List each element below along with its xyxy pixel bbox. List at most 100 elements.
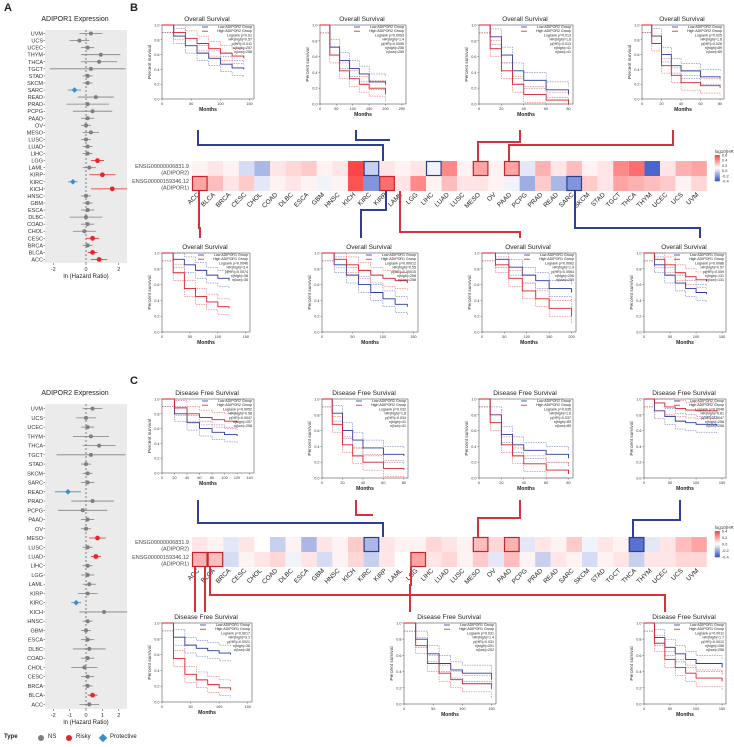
km-legend-text: High ADIPOR1 Group	[459, 627, 494, 631]
km-legend-text: n(high)=131	[705, 274, 724, 278]
heatmap-legend-swatch	[714, 547, 720, 550]
heatmap-cell	[332, 176, 348, 191]
km-tick-label-y: 1.0	[636, 252, 641, 256]
heatmap-cell	[519, 161, 536, 176]
km-ci-lower-high	[320, 32, 386, 103]
heatmap-legend-swatch	[714, 553, 720, 555]
km-tick-label-y: 0.4	[154, 68, 159, 72]
heatmap-cell	[660, 537, 676, 552]
heatmap-col-label: COAD	[261, 567, 279, 585]
heatmap-cell	[550, 176, 567, 191]
km-curve-low	[644, 252, 707, 295]
km-tick-label-x: 50	[188, 335, 192, 339]
heatmap-highlight	[628, 536, 645, 553]
km-tick-label-y: 0.0	[314, 331, 319, 335]
heatmap-cell	[457, 552, 473, 567]
heatmap-cell	[472, 552, 489, 567]
km-plot-b1: Overall Survival 0.0 0.2 0.4 0.6 0.8 1.0 Percen…	[147, 16, 255, 113]
km-tick-label-y: 0.8	[312, 39, 317, 43]
heatmap-cell	[285, 552, 302, 567]
heatmap-cell	[332, 161, 348, 176]
km-ci-upper-low	[322, 252, 408, 299]
km-tick-label-y: 0.8	[154, 267, 159, 271]
km-tick-label-y: 0.4	[314, 445, 319, 449]
protective-label: Protective	[110, 734, 137, 740]
km-legend-text: High ADIPOR1 Group	[213, 257, 248, 261]
km-frame	[321, 252, 419, 333]
heatmap-cell	[207, 161, 224, 176]
heatmap-cell	[597, 537, 614, 552]
heatmap-cell	[441, 176, 458, 191]
km-curve-high	[644, 252, 707, 282]
heatmap-cell	[192, 176, 208, 191]
km-title: Disease Free Survival	[652, 614, 716, 621]
km-plot-b6: Overall Survival 0.0 0.2 0.4 0.6 0.8 1.0 Percen…	[307, 244, 419, 346]
heatmap-cell	[270, 552, 286, 567]
heatmap-cell	[644, 176, 660, 191]
heatmap-cell	[675, 537, 692, 552]
km-ci-lower-low	[644, 406, 718, 434]
heatmap-cell	[316, 161, 333, 176]
km-curve-high	[322, 252, 408, 284]
km-legend-text: p(HR)=0.0047	[229, 416, 252, 420]
km-tick-label-y: 0.2	[634, 83, 639, 87]
km-tick-label-y: 0.0	[154, 472, 159, 476]
heatmap-legend-swatch	[714, 175, 720, 178]
heatmap-cell	[566, 161, 582, 176]
heatmap-cell	[566, 552, 582, 567]
km-legend-text: n(low)=89	[555, 424, 571, 428]
km-legend-text: Logrank p=0.035	[544, 407, 571, 411]
km-frame	[319, 24, 407, 105]
heatmap-legend-swatch	[714, 177, 720, 179]
km-tick-label-x: 250	[399, 107, 405, 111]
heatmap-cell	[519, 552, 536, 567]
heatmap-legend-swatch	[714, 165, 720, 167]
heatmap-row-gene: (ADIPOR2)	[161, 170, 189, 176]
heatmap-cell	[348, 176, 364, 191]
km-frame	[643, 398, 727, 479]
heatmap-legend-swatch	[714, 546, 720, 549]
km-xlabel: Months	[676, 486, 694, 492]
km-xlabel: Months	[517, 486, 535, 492]
km-tick-label-x: 0	[478, 107, 480, 111]
heatmap-legend-tick: 0.0	[722, 542, 728, 547]
km-xlabel: Months	[199, 107, 217, 113]
km-ci-lower-high	[642, 32, 721, 96]
heatmap-col-label: BLCA	[200, 567, 217, 584]
heatmap-cell	[691, 161, 707, 176]
heatmap-highlight	[472, 160, 489, 177]
km-legend-text: n(low)=89	[706, 50, 722, 54]
km-tick-label-y: 0.0	[154, 98, 159, 102]
km-tick-label-x: 40	[361, 481, 365, 485]
heatmap-legend-swatch	[714, 550, 720, 553]
heatmap-cell	[566, 537, 582, 552]
heatmap-legend-swatch	[714, 158, 720, 161]
heatmap-cell	[582, 176, 598, 191]
heatmap-col-label: KICH	[341, 191, 357, 207]
km-tick-label-y: 0.4	[471, 445, 476, 449]
heatmap-cell	[535, 537, 551, 552]
km-tick-label-y: 0.2	[312, 87, 317, 91]
km-tick-label-x: 150	[719, 481, 725, 485]
km-ylabel: Percent survival	[147, 419, 153, 453]
km-legend-text: HR(high)=1.6	[550, 412, 571, 416]
km-ci-upper-high	[162, 24, 244, 51]
heatmap-cell	[628, 552, 645, 567]
km-tick-label-x: 0	[643, 481, 645, 485]
heatmap-cell	[426, 537, 442, 552]
heatmap-highlight	[503, 160, 520, 177]
km-legend-text: n(low)=255	[556, 278, 574, 282]
km-xlabel: Months	[674, 107, 692, 113]
km-legend-text: High ADIPOR2 Group	[536, 29, 571, 33]
km-tick-label-x: 0	[161, 476, 163, 480]
heatmap-cell	[535, 552, 551, 567]
heatmap-cell	[223, 161, 239, 176]
km-ci-lower-low	[162, 260, 230, 289]
km-tick-label-y: 0.4	[154, 442, 159, 446]
heatmap-row-id: ENSG00000159346.12	[132, 179, 189, 185]
km-tick-label-x: 200	[382, 107, 388, 111]
km-ci-lower-low	[644, 630, 723, 676]
km-legend-text: Low ADIPOR1 Group	[214, 253, 248, 257]
km-legend-text: n(low)=256	[706, 424, 724, 428]
km-tick-label-y: 0.2	[636, 461, 641, 465]
